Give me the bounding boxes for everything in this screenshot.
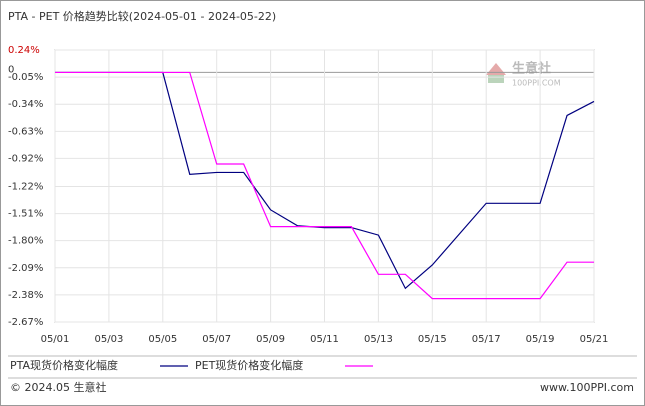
y-tick-label: -1.22% — [8, 181, 43, 192]
x-tick-label: 05/01 — [41, 334, 70, 345]
series-line — [55, 71, 594, 300]
x-tick-label: 05/05 — [148, 334, 177, 345]
footer-right: www.100PPI.com — [540, 381, 634, 394]
x-tick-label: 05/17 — [472, 334, 501, 345]
y-tick-label: 0.24% — [8, 45, 40, 56]
x-tick-label: 05/11 — [310, 334, 339, 345]
y-tick-label: -2.67% — [8, 317, 43, 328]
x-tick-label: 05/13 — [364, 334, 393, 345]
x-tick-label: 05/21 — [580, 334, 609, 345]
y-tick-label: -2.38% — [8, 290, 43, 301]
x-tick-label: 05/15 — [418, 334, 447, 345]
legend-label: PTA现货价格变化幅度 — [10, 358, 118, 372]
y-tick-label: -0.34% — [8, 99, 43, 110]
x-tick-label: 05/07 — [202, 334, 231, 345]
x-tick-label: 05/09 — [256, 334, 285, 345]
x-tick-label: 05/19 — [526, 334, 555, 345]
y-tick-label: -2.09% — [8, 263, 43, 274]
chart-title: PTA - PET 价格趋势比较(2024-05-01 - 2024-05-22… — [8, 9, 276, 23]
y-tick-label: -1.80% — [8, 236, 43, 247]
watermark-site: 100PPI.COM — [512, 79, 561, 88]
y-tick-label: -1.51% — [8, 209, 43, 220]
legend-label: PET现货价格变化幅度 — [195, 358, 303, 372]
x-tick-label: 05/03 — [94, 334, 123, 345]
watermark-name: 生意社 — [512, 61, 551, 77]
y-tick-label: -0.92% — [8, 153, 43, 164]
zero-label: 0 — [8, 64, 14, 75]
footer-left: © 2024.05 生意社 — [10, 380, 106, 394]
y-tick-label: -0.05% — [8, 72, 43, 83]
y-tick-label: -0.63% — [8, 126, 43, 137]
